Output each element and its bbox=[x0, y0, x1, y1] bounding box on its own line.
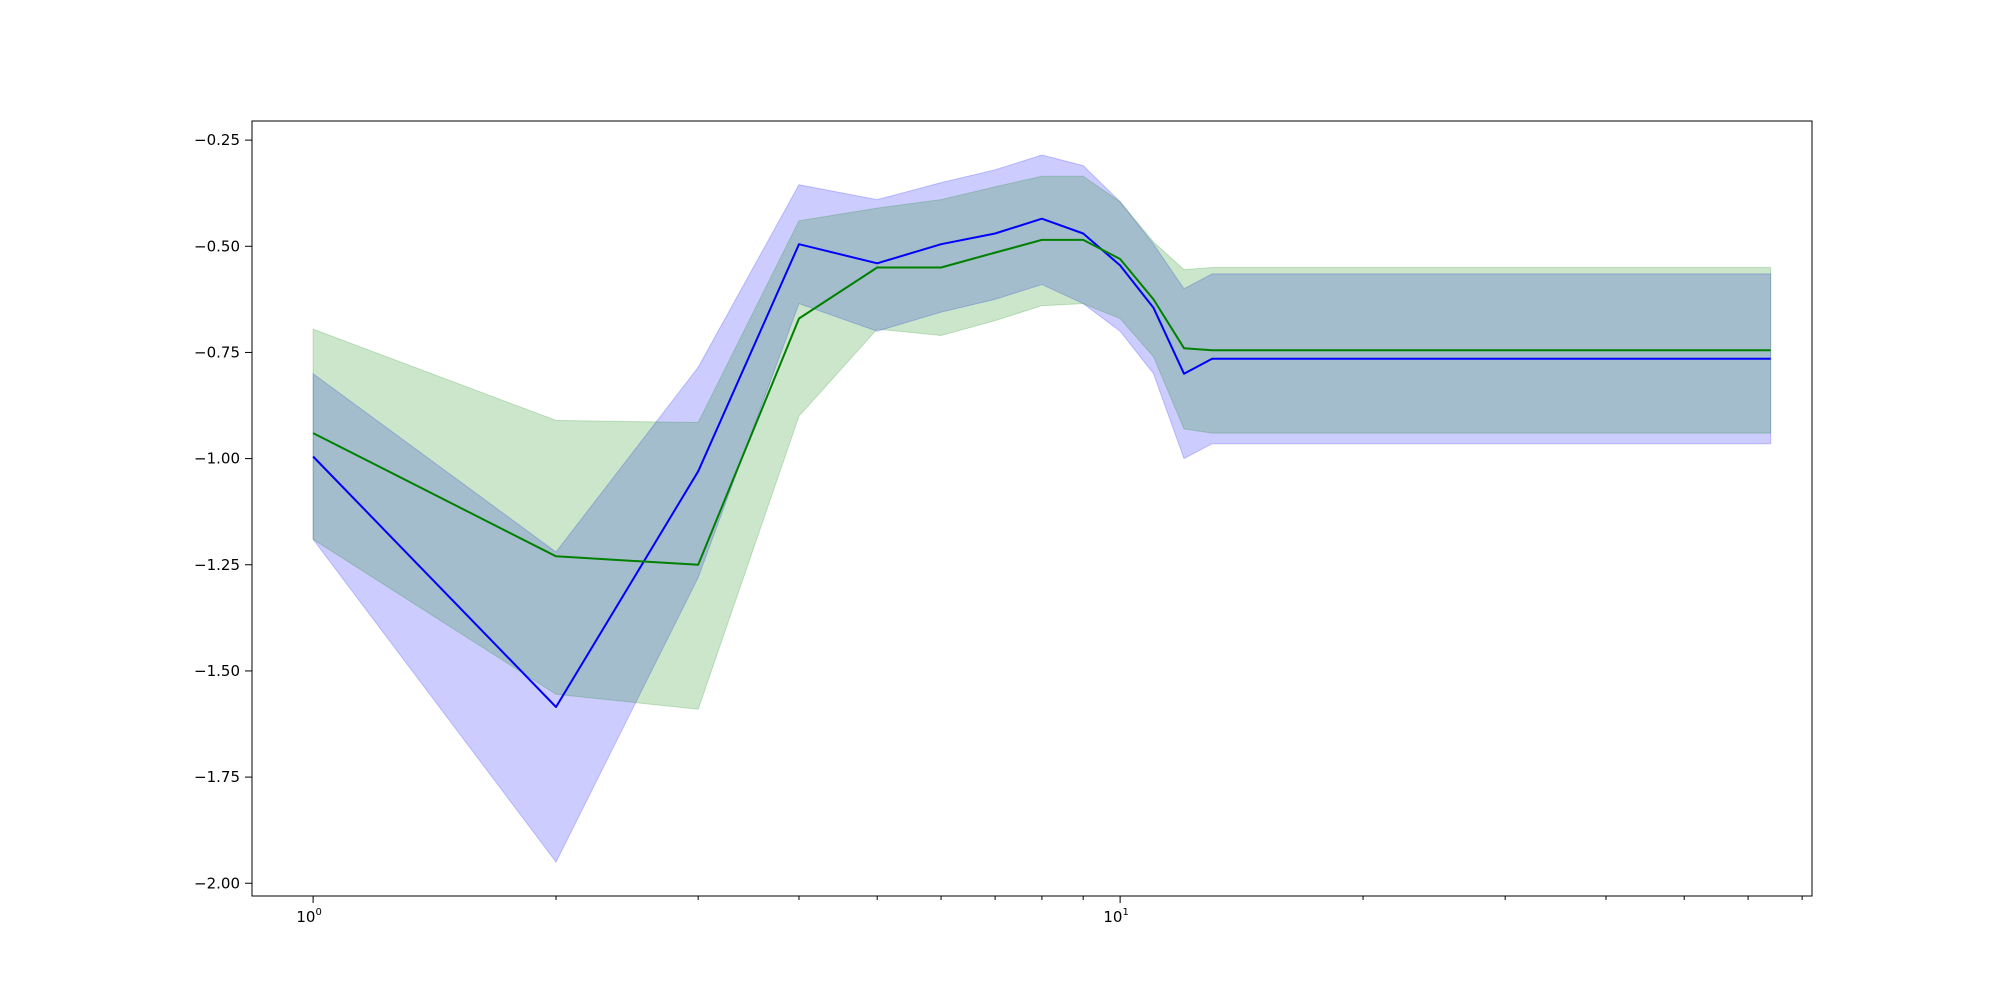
y-axis: −0.25 −0.50 −0.75 −1.00 −1.25 −1.50 −1.75 −2.00 bbox=[194, 131, 252, 892]
y-tick-label: −0.50 bbox=[194, 237, 240, 255]
y-tick-label: −0.25 bbox=[194, 131, 240, 149]
y-tick-label: −1.00 bbox=[194, 450, 240, 468]
series-2-band bbox=[312, 175, 1772, 710]
y-tick-label: −1.25 bbox=[194, 556, 240, 574]
y-tick-label: −1.50 bbox=[194, 662, 240, 680]
series-lines bbox=[312, 217, 1771, 708]
y-tick-label: −1.75 bbox=[194, 768, 240, 786]
confidence-bands bbox=[312, 154, 1772, 863]
series-1-line bbox=[312, 217, 1771, 708]
x-axis: 100 101 bbox=[296, 896, 1803, 926]
y-tick-label: −0.75 bbox=[194, 343, 240, 361]
series-1-band bbox=[312, 154, 1772, 863]
series-2-line bbox=[312, 238, 1771, 566]
y-tick-label: −2.00 bbox=[194, 874, 240, 892]
plot-frame bbox=[251, 120, 1813, 897]
